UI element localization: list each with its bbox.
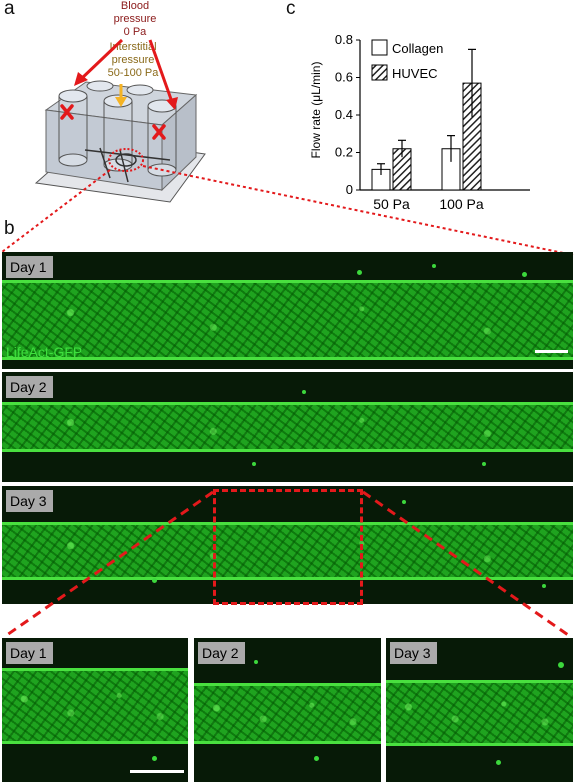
x-tick-label: 50 Pa	[373, 196, 410, 212]
zoom-inset-day2: Day 2	[194, 638, 381, 782]
day-label-1: Day 1	[6, 256, 53, 278]
panel-c-letter: c	[286, 0, 296, 19]
zoom-lines-a-to-b	[1, 165, 574, 256]
y-axis-label: Flow rate (μL/min)	[309, 62, 323, 159]
legend-swatch	[371, 39, 388, 56]
microfluidic-device-diagram	[34, 38, 206, 203]
panel-b-letter: b	[4, 218, 15, 239]
interstitial-pressure-label: Interstitial pressure 50-100 Pa	[107, 41, 159, 79]
day-label-3: Day 3	[6, 490, 53, 512]
y-tick-label: 0.4	[335, 107, 353, 122]
zoom-inset-day1: Day 1	[2, 638, 188, 782]
x-tick-label: 100 Pa	[439, 196, 484, 212]
micrograph-day3: Day 3	[2, 486, 573, 604]
micrograph-day1: Day 1 LifeAct-GFP	[2, 252, 573, 369]
zoom-lines-to-insets	[3, 490, 572, 639]
y-tick-label: 0	[346, 182, 353, 197]
zoom-day-label-3: Day 3	[390, 642, 437, 664]
zoom-region-box	[213, 489, 363, 605]
blood-pressure-label: Blood pressure 0 Pa	[113, 0, 157, 38]
lifeact-gfp-label: LifeAct-GFP	[6, 344, 83, 360]
micrograph-day2: Day 2	[2, 372, 573, 482]
zoom-inset-day3: Day 3	[386, 638, 573, 782]
y-tick-label: 0.2	[335, 145, 353, 160]
y-tick-label: 0.6	[335, 70, 353, 85]
zoom-scale-bar	[130, 770, 184, 773]
zoom-day-label-1: Day 1	[6, 642, 53, 664]
legend-label: HUVEC	[392, 66, 438, 81]
day-label-2: Day 2	[6, 376, 53, 398]
y-tick-label: 0.8	[335, 32, 353, 47]
panel-a-letter: a	[4, 0, 15, 19]
flow-rate-bar-chart: 0 0.2 0.4 0.6 0.8 50 Pa 100 Pa Collagen HUVEC F…	[309, 32, 530, 212]
scale-bar	[535, 350, 568, 353]
zoom-day-label-2: Day 2	[198, 642, 245, 664]
legend-label: Collagen	[392, 41, 443, 56]
legend-swatch	[371, 64, 388, 81]
